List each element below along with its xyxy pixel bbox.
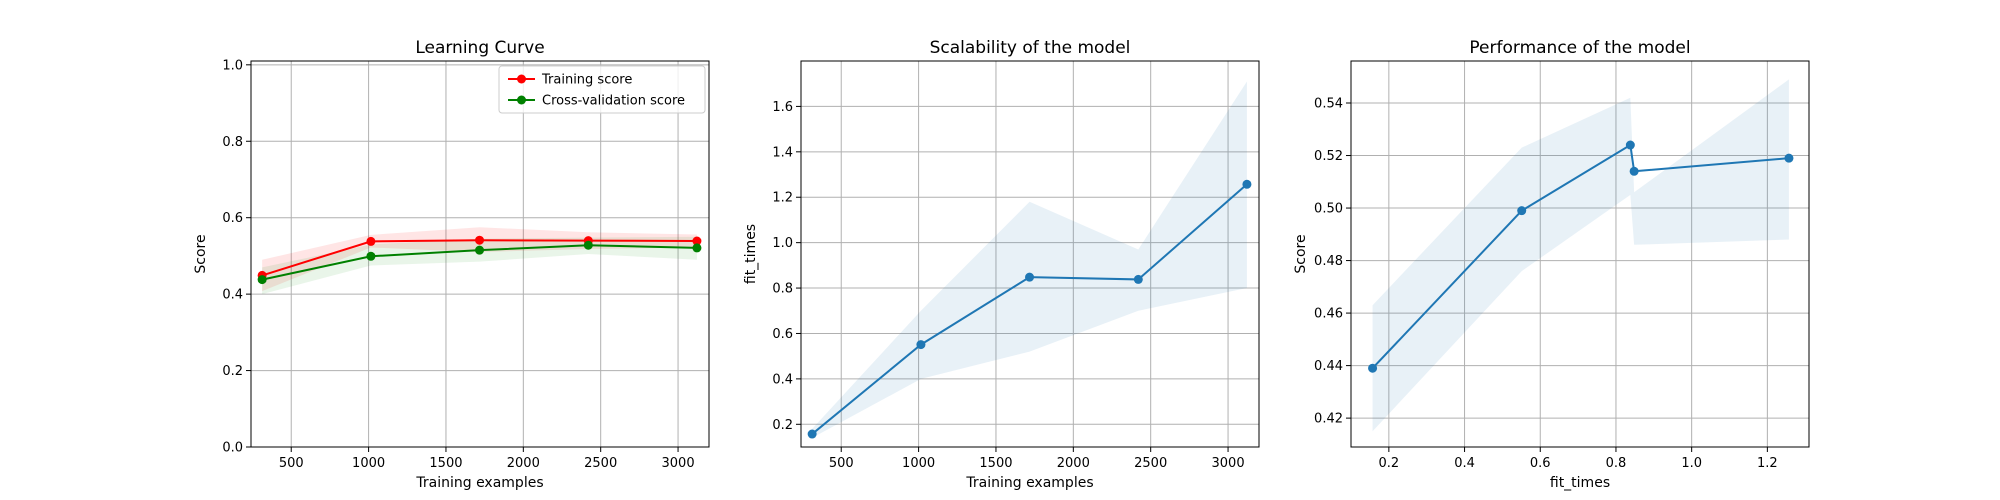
- y-tick-label: 0.4: [222, 288, 243, 303]
- data-point: [475, 235, 485, 245]
- data-point: [366, 251, 376, 261]
- y-tick-label: 0.8: [772, 282, 793, 297]
- data-points: [257, 235, 702, 285]
- y-tick-label: 0.54: [1314, 97, 1343, 112]
- y-tick-label: 1.0: [772, 236, 793, 251]
- performance-panel: 0.2 0.4 0.6 0.8 1.0 1.2 0.42 0.44 0.46 0.48 0.50 0.…: [1293, 38, 1810, 491]
- y-tick-label: 0.4: [772, 372, 793, 387]
- x-tick-label: 2000: [507, 456, 540, 471]
- axes-frame: [250, 60, 710, 448]
- ticks: 0.2 0.4 0.6 0.8 1.0 1.2 0.42 0.44 0.46 0.48 0.50 0.…: [1314, 97, 1778, 471]
- y-tick-label: 1.4: [772, 145, 793, 160]
- data-point: [1784, 153, 1794, 163]
- data-point: [1133, 274, 1143, 284]
- data-point: [1242, 179, 1252, 189]
- y-axis-label: Score: [193, 234, 209, 273]
- ticks: 500 1000 1500 2000 2500 3000 0.0 0.2 0.4 0.6 0.8 1.…: [222, 58, 694, 471]
- y-tick-label: 0.44: [1314, 359, 1343, 374]
- y-tick-label: 0.48: [1314, 254, 1343, 269]
- data-point: [1629, 166, 1639, 176]
- grid: [1351, 61, 1809, 447]
- y-tick-label: 1.6: [772, 100, 793, 115]
- data-point: [1517, 206, 1527, 216]
- data-point: [916, 340, 926, 350]
- chart-title: Learning Curve: [415, 38, 544, 58]
- learning-curve-panel: 500 1000 1500 2000 2500 3000 0.0 0.2 0.4 0.6 0.8 1.…: [193, 38, 710, 491]
- x-axis-label: fit_times: [1550, 475, 1610, 491]
- legend: Training score Cross-validation score: [498, 65, 706, 114]
- ticks: 500 1000 1500 2000 2500 3000 0.2 0.4 0.6 0.8 1.0 1.…: [772, 100, 1244, 471]
- chart-title: Scalability of the model: [930, 38, 1131, 58]
- chart-title: Performance of the model: [1469, 38, 1690, 58]
- y-tick-label: 1.0: [222, 58, 243, 73]
- x-axis-label: Training examples: [965, 475, 1093, 491]
- x-tick-label: 3000: [1212, 456, 1245, 471]
- x-tick-label: 2000: [1057, 456, 1090, 471]
- grid: [801, 61, 1259, 447]
- x-tick-label: 2500: [584, 456, 617, 471]
- data-point: [257, 275, 267, 285]
- y-axis-label: Score: [1293, 234, 1309, 273]
- data-point: [1368, 363, 1378, 373]
- scalability-panel: 500 1000 1500 2000 2500 3000 0.2 0.4 0.6 0.8 1.0 1.…: [743, 38, 1260, 491]
- x-tick-label: 2500: [1134, 456, 1167, 471]
- y-tick-label: 0.50: [1314, 202, 1343, 217]
- x-tick-label: 0.4: [1454, 456, 1475, 471]
- x-tick-label: 1000: [352, 456, 385, 471]
- x-tick-label: 500: [279, 456, 304, 471]
- axes-frame: [1350, 60, 1810, 448]
- x-tick-label: 0.6: [1530, 456, 1551, 471]
- data-point: [692, 243, 702, 253]
- legend-marker: [517, 74, 526, 84]
- y-tick-label: 0.46: [1314, 307, 1343, 322]
- data-point: [1025, 272, 1035, 282]
- y-axis-label: fit_times: [743, 224, 759, 284]
- std-band: [262, 236, 697, 295]
- x-tick-label: 1000: [902, 456, 935, 471]
- x-tick-label: 1500: [429, 456, 462, 471]
- x-tick-label: 1.0: [1681, 456, 1702, 471]
- x-tick-label: 1.2: [1757, 456, 1778, 471]
- data-point: [1625, 140, 1635, 150]
- data-points: [807, 179, 1252, 439]
- x-tick-label: 1500: [979, 456, 1012, 471]
- x-axis-label: Training examples: [415, 475, 543, 491]
- y-tick-label: 0.0: [222, 441, 243, 456]
- data-point: [583, 240, 593, 250]
- x-tick-label: 0.2: [1379, 456, 1400, 471]
- y-tick-label: 0.42: [1314, 412, 1343, 427]
- legend-entry-label: Cross-validation score: [542, 94, 685, 109]
- y-tick-label: 1.2: [772, 191, 793, 206]
- y-tick-label: 0.8: [222, 135, 243, 150]
- data-point: [692, 236, 702, 246]
- y-tick-label: 0.2: [772, 418, 793, 433]
- data-point: [807, 429, 817, 439]
- axes-frame: [800, 60, 1260, 448]
- x-tick-label: 500: [829, 456, 854, 471]
- data-points: [1368, 140, 1794, 373]
- y-tick-label: 0.6: [222, 211, 243, 226]
- legend-entry-label: Training score: [541, 73, 632, 88]
- y-tick-label: 0.52: [1314, 149, 1343, 164]
- x-tick-label: 0.8: [1606, 456, 1627, 471]
- x-tick-label: 3000: [662, 456, 695, 471]
- y-tick-label: 0.2: [222, 364, 243, 379]
- data-point: [366, 236, 376, 246]
- y-tick-label: 0.6: [772, 327, 793, 342]
- legend-box: [498, 65, 706, 114]
- data-point: [475, 245, 485, 255]
- legend-marker: [517, 95, 526, 105]
